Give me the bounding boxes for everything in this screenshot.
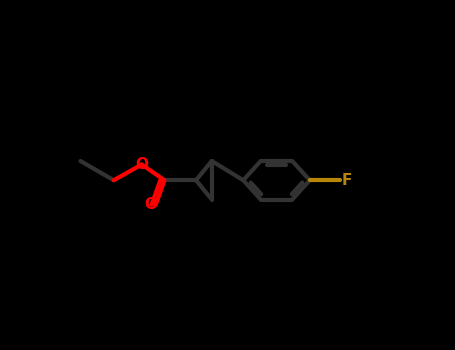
Text: O: O [135, 157, 148, 172]
Text: O: O [144, 197, 157, 212]
Text: F: F [341, 173, 352, 188]
